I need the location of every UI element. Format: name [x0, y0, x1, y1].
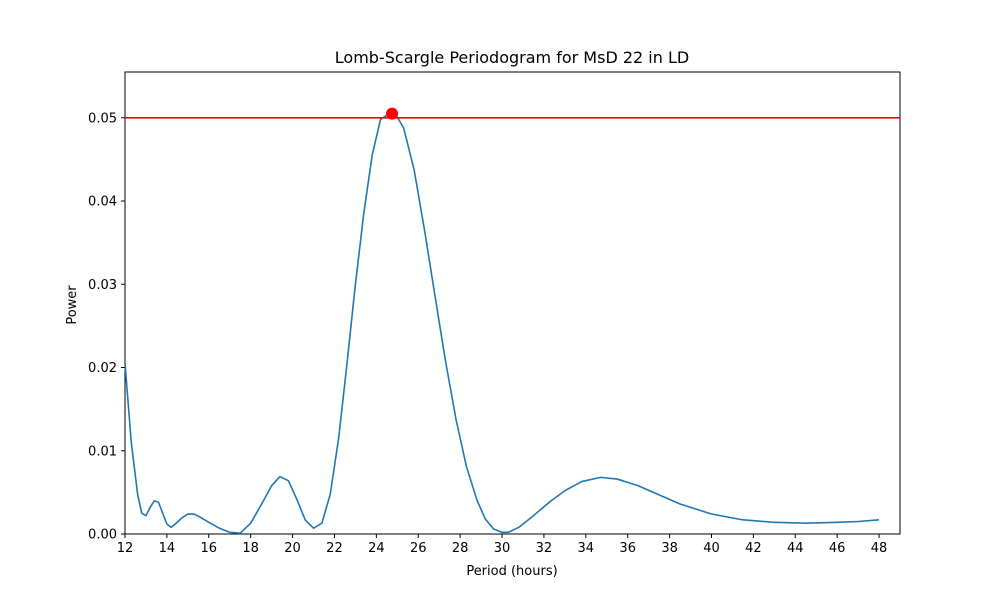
series-layer: [124, 112, 880, 534]
x-tick-label: 26: [410, 541, 427, 556]
y-tick-label: 0.01: [88, 444, 117, 459]
x-axis-ticks: 12 14 16 18 20 22 24 26 28 30 32 34 36 38 40 42 44 46 48: [117, 534, 888, 556]
peak-marker: [386, 107, 399, 120]
x-tick-label: 14: [159, 541, 176, 556]
x-tick-label: 20: [284, 541, 301, 556]
x-tick-label: 12: [117, 541, 134, 556]
overlay-layer: [125, 107, 900, 120]
x-tick-label: 30: [494, 541, 511, 556]
x-axis-label: Period (hours): [466, 564, 557, 579]
x-tick-label: 28: [452, 541, 469, 556]
x-tick-label: 16: [201, 541, 218, 556]
y-tick-label: 0.03: [88, 278, 117, 293]
x-tick-label: 22: [326, 541, 343, 556]
y-tick-label: 0.00: [88, 528, 117, 543]
plot-area: [124, 71, 901, 535]
axes-frame: [124, 71, 901, 535]
x-tick-label: 44: [787, 541, 804, 556]
x-tick-label: 40: [703, 541, 720, 556]
x-tick-label: 36: [619, 541, 636, 556]
x-tick-label: 42: [745, 541, 762, 556]
y-tick-label: 0.02: [88, 361, 117, 376]
y-tick-label: 0.05: [88, 111, 117, 126]
power-series-line: [124, 112, 880, 534]
chart-title: Lomb-Scargle Periodogram for MsD 22 in L…: [335, 48, 689, 67]
x-tick-label: 48: [871, 541, 888, 556]
x-tick-label: 32: [536, 541, 553, 556]
y-axis-ticks: 0.00 0.01 0.02 0.03 0.04 0.05: [88, 111, 125, 543]
x-tick-label: 18: [242, 541, 259, 556]
y-axis-label: Power: [65, 285, 80, 325]
x-tick-label: 24: [368, 541, 385, 556]
y-tick-label: 0.04: [88, 195, 117, 210]
x-tick-label: 34: [578, 541, 595, 556]
x-tick-label: 46: [829, 541, 846, 556]
x-tick-label: 38: [661, 541, 678, 556]
